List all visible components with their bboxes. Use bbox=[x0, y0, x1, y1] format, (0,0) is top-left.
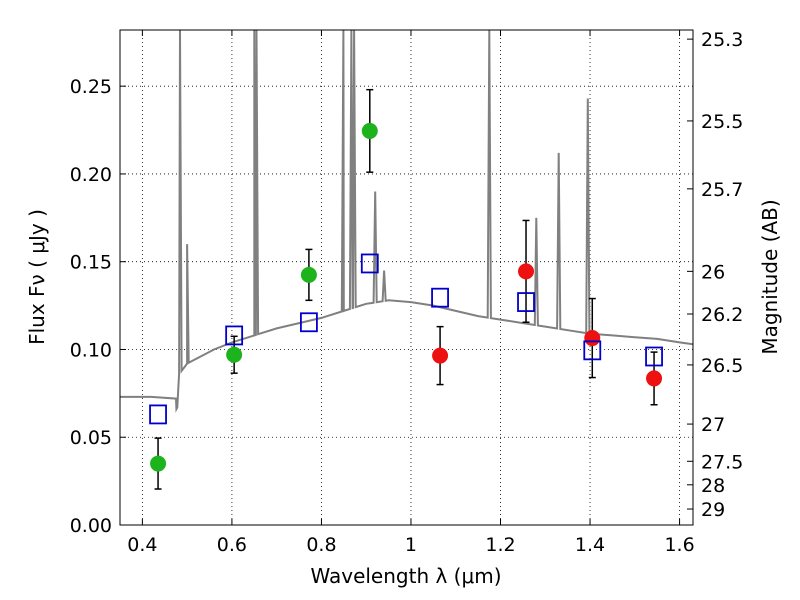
x-tick-label: 0.8 bbox=[306, 534, 336, 556]
y-axis: 0.00 0.05 0.10 0.15 0.20 0.25 bbox=[70, 76, 126, 537]
data-point bbox=[518, 263, 535, 280]
magnitude-tick-label: 27.5 bbox=[701, 451, 743, 473]
data-point bbox=[361, 122, 378, 139]
y-axis-label: Flux Fν ( μJy ) bbox=[25, 209, 49, 345]
magnitude-tick-label: 26 bbox=[701, 261, 725, 283]
magnitude-tick-label: 28 bbox=[701, 475, 725, 497]
y-tick-label: 0.00 bbox=[70, 515, 112, 537]
x-tick-label: 1 bbox=[405, 534, 417, 556]
x-tick-label: 1.4 bbox=[575, 534, 605, 556]
y-tick-label: 0.25 bbox=[70, 76, 112, 98]
data-point bbox=[226, 346, 243, 363]
model-point bbox=[300, 312, 318, 333]
magnitude-tick-label: 26.5 bbox=[701, 355, 743, 377]
magnitude-tick-label: 25.7 bbox=[701, 179, 743, 201]
model-point bbox=[360, 253, 379, 274]
model-point bbox=[517, 292, 535, 312]
plot-area bbox=[120, 30, 693, 525]
magnitude-tick-label: 27 bbox=[701, 414, 725, 436]
data-point bbox=[432, 347, 449, 364]
magnitude-tick-label: 25.5 bbox=[701, 111, 743, 133]
x-tick-label: 0.4 bbox=[127, 534, 157, 556]
model-spectrum bbox=[120, 30, 693, 413]
y-tick-label: 0.15 bbox=[70, 252, 112, 274]
x-tick-label: 1.2 bbox=[485, 534, 515, 556]
x-tick-label: 0.6 bbox=[217, 534, 247, 556]
data-point bbox=[584, 330, 601, 347]
data-point bbox=[300, 266, 317, 283]
x-axis: 0.4 0.6 0.8 1 1.2 1.4 1.6 bbox=[127, 30, 695, 556]
grid bbox=[120, 30, 693, 526]
plot-frame bbox=[119, 29, 694, 526]
spectrum-line bbox=[120, 30, 693, 413]
y-tick-label: 0.05 bbox=[70, 427, 112, 449]
model-point bbox=[645, 346, 663, 367]
model-point bbox=[431, 287, 449, 308]
data-markers bbox=[149, 122, 663, 472]
data-point bbox=[646, 370, 663, 387]
x-tick-label: 1.6 bbox=[664, 534, 694, 556]
magnitude-tick-label: 25.3 bbox=[701, 29, 743, 51]
model-point bbox=[225, 325, 244, 346]
magnitude-tick-label: 29 bbox=[701, 499, 725, 521]
model-point bbox=[583, 340, 602, 361]
model-point bbox=[149, 404, 167, 425]
magnitude-tick-label: 26.2 bbox=[701, 304, 743, 326]
y-tick-label: 0.10 bbox=[70, 339, 112, 361]
x-axis-label: Wavelength λ (μm) bbox=[310, 564, 501, 588]
magnitude-axis-label: Magnitude (AB) bbox=[758, 199, 782, 354]
y-tick-label: 0.20 bbox=[70, 164, 112, 186]
data-point bbox=[150, 455, 167, 472]
